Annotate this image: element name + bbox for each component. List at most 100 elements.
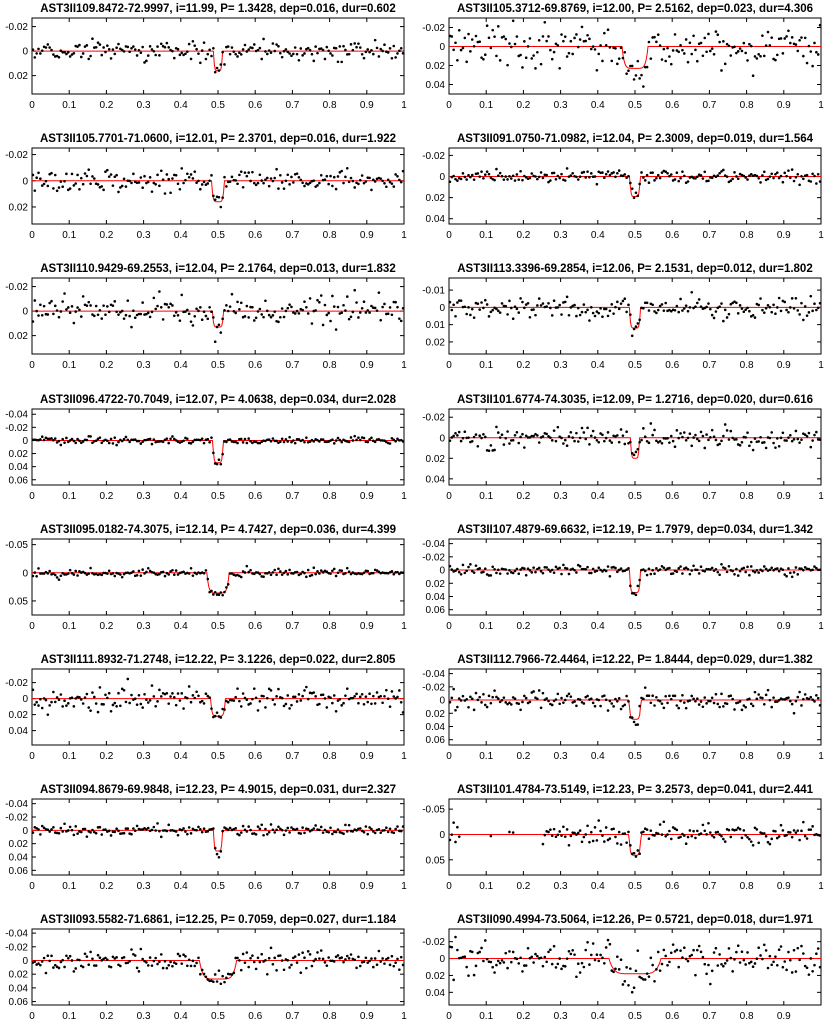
- data-point: [485, 957, 489, 961]
- data-point: [552, 50, 556, 54]
- data-point: [742, 566, 746, 570]
- data-point: [541, 435, 545, 438]
- data-point: [785, 439, 788, 442]
- data-point: [617, 568, 621, 572]
- data-point: [480, 56, 483, 59]
- data-point: [202, 41, 206, 44]
- data-point: [156, 45, 159, 48]
- data-point: [165, 571, 169, 575]
- data-point: [629, 584, 632, 588]
- data-point: [182, 827, 185, 830]
- data-point: [362, 56, 366, 60]
- data-point: [217, 593, 221, 597]
- data-point: [563, 965, 567, 968]
- data-point: [772, 57, 775, 61]
- data-point: [482, 959, 485, 963]
- x-tick-label: 0.1: [62, 491, 76, 502]
- data-point: [463, 955, 467, 959]
- data-point: [623, 50, 627, 54]
- data-point: [336, 60, 340, 64]
- data-point: [347, 317, 351, 321]
- data-point: [122, 572, 126, 576]
- data-point: [456, 948, 459, 952]
- data-point: [472, 44, 476, 48]
- data-point: [601, 834, 604, 837]
- x-tick-label: 1: [818, 100, 824, 111]
- data-point: [122, 955, 126, 959]
- data-point: [42, 572, 46, 575]
- data-point: [226, 45, 230, 48]
- data-point: [493, 448, 496, 452]
- data-point: [498, 311, 502, 314]
- data-point: [480, 170, 483, 173]
- y-tick-label: -0.02: [5, 150, 28, 161]
- data-point: [83, 827, 87, 831]
- data-point: [72, 321, 76, 325]
- data-point: [271, 698, 275, 702]
- data-point: [331, 701, 334, 705]
- data-point: [476, 172, 480, 175]
- data-point: [176, 952, 180, 956]
- data-point: [39, 833, 42, 836]
- data-point: [690, 444, 694, 448]
- data-point: [252, 960, 256, 964]
- x-tick-label: 0.1: [62, 751, 76, 762]
- data-point: [119, 573, 122, 576]
- data-point: [219, 331, 223, 334]
- data-point: [770, 705, 774, 709]
- data-point: [258, 699, 262, 703]
- plot-frame: [31, 538, 405, 616]
- data-point: [269, 946, 273, 950]
- data-point: [582, 835, 586, 839]
- data-point: [186, 172, 189, 176]
- data-point: [299, 832, 303, 835]
- data-point: [332, 960, 336, 963]
- data-point: [301, 181, 304, 185]
- data-point: [128, 701, 131, 705]
- x-tick-label: 0.5: [628, 751, 642, 762]
- data-point: [66, 306, 70, 309]
- data-point: [738, 569, 742, 573]
- data-point: [368, 438, 371, 441]
- data-point: [362, 436, 366, 440]
- data-point: [42, 826, 46, 830]
- data-point: [150, 442, 154, 446]
- data-point: [599, 44, 602, 47]
- data-point: [297, 438, 301, 441]
- x-tick-label: 0.4: [174, 751, 188, 762]
- data-point: [193, 44, 197, 47]
- data-point: [262, 315, 265, 319]
- data-point: [85, 304, 89, 307]
- data-point: [699, 41, 703, 45]
- data-point: [787, 436, 790, 439]
- data-point: [74, 310, 78, 313]
- data-point: [815, 430, 818, 434]
- data-point: [638, 182, 641, 186]
- data-point: [111, 703, 115, 707]
- data-point: [547, 568, 550, 571]
- data-point: [757, 176, 760, 180]
- data-point: [234, 956, 237, 960]
- light-curve-panel: AST3II093.5582-71.6861, i=12.25, P= 0.70…: [5, 914, 407, 1022]
- data-point: [364, 180, 368, 183]
- data-point: [254, 183, 258, 187]
- data-point: [595, 68, 599, 72]
- data-point: [660, 303, 664, 306]
- data-point: [284, 702, 288, 706]
- data-point: [727, 438, 731, 441]
- data-point: [327, 49, 330, 53]
- data-point: [128, 440, 131, 444]
- data-point: [634, 191, 638, 195]
- y-tick-label: 0.02: [426, 454, 446, 465]
- data-point: [172, 961, 176, 964]
- data-point: [608, 46, 612, 49]
- data-point: [753, 55, 757, 58]
- data-point: [247, 965, 250, 969]
- data-point: [163, 574, 167, 578]
- data-point: [794, 43, 798, 46]
- data-point: [604, 43, 608, 47]
- data-point: [308, 829, 312, 833]
- data-point: [236, 182, 239, 186]
- data-point: [457, 835, 461, 838]
- data-point: [733, 300, 736, 303]
